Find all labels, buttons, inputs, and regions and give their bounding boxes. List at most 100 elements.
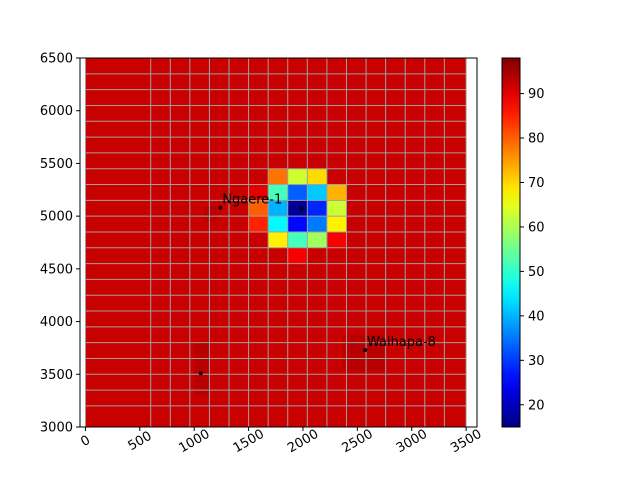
heatmap-cell bbox=[248, 390, 269, 407]
heatmap-cell bbox=[307, 137, 328, 154]
heatmap-cell bbox=[366, 184, 387, 201]
colorbar-tick-label: 20 bbox=[528, 398, 545, 413]
heatmap-cell bbox=[229, 405, 249, 427]
heatmap-cell bbox=[424, 73, 445, 91]
heatmap-cell bbox=[405, 326, 426, 344]
heatmap-cell bbox=[189, 184, 210, 201]
heatmap-cell bbox=[85, 168, 152, 185]
heatmap-cell bbox=[209, 184, 230, 201]
heatmap-cell bbox=[424, 358, 445, 375]
plot-area: Ngaere-1 Waihapa-8 bbox=[79, 57, 478, 428]
heatmap-cell bbox=[85, 121, 152, 138]
heatmap-cell bbox=[170, 105, 191, 122]
heatmap-cell bbox=[189, 405, 210, 427]
grid-lines bbox=[84, 58, 467, 427]
well-markers: Ngaere-1 Waihapa-8 bbox=[198, 193, 436, 376]
heatmap-cell bbox=[444, 121, 467, 138]
heatmap-cell bbox=[287, 311, 308, 328]
heatmap-cell bbox=[405, 390, 426, 407]
heatmap-cell bbox=[268, 247, 289, 264]
heatmap-cell bbox=[229, 152, 249, 170]
heatmap-cell bbox=[229, 137, 249, 154]
well-marker bbox=[198, 371, 203, 376]
heatmap-cell bbox=[170, 121, 191, 138]
heatmap-cell bbox=[405, 121, 426, 138]
heatmap-cell bbox=[366, 374, 387, 391]
heatmap-cell bbox=[424, 184, 445, 201]
heatmap-cell bbox=[268, 405, 289, 427]
heatmap-cell bbox=[444, 58, 467, 75]
heatmap-cell bbox=[444, 216, 467, 233]
heatmap-cell bbox=[307, 374, 328, 391]
heatmap-cell bbox=[424, 326, 445, 344]
heatmap-cell bbox=[405, 405, 426, 427]
colorbar-tick: 20 bbox=[520, 398, 545, 413]
heatmap-cell bbox=[229, 311, 249, 328]
heatmap-cell bbox=[326, 247, 347, 264]
heatmap-cell bbox=[346, 168, 367, 185]
heatmap-cell bbox=[268, 390, 289, 407]
well-marker bbox=[362, 348, 367, 353]
heatmap-cell bbox=[444, 137, 467, 154]
heatmap-cell bbox=[444, 231, 467, 249]
heatmap-cell bbox=[170, 374, 191, 391]
heatmap-cell bbox=[385, 137, 406, 154]
heatmap-cell bbox=[444, 405, 467, 427]
heatmap-cell bbox=[385, 184, 406, 201]
heatmap-cell bbox=[385, 295, 406, 312]
heatmap-cell bbox=[424, 137, 445, 154]
well-marker bbox=[299, 206, 304, 211]
heatmap-cell bbox=[346, 152, 367, 170]
heatmap-cell bbox=[326, 137, 347, 154]
heatmap-cell bbox=[424, 152, 445, 170]
heatmap-cell bbox=[85, 279, 152, 296]
heatmap-cell bbox=[287, 231, 308, 249]
heatmap-cell bbox=[424, 374, 445, 391]
heatmap-cell bbox=[85, 231, 152, 249]
heatmap-cell bbox=[229, 231, 249, 249]
heatmap-cell bbox=[85, 216, 152, 233]
heatmap-cell bbox=[326, 184, 347, 201]
x-tick: 3500 bbox=[448, 427, 484, 457]
heatmap-cell bbox=[209, 374, 230, 391]
heatmap-cell bbox=[307, 247, 328, 264]
x-tick: 500 bbox=[126, 427, 155, 454]
heatmap-cell bbox=[307, 168, 328, 185]
heatmap-cell bbox=[366, 121, 387, 138]
heatmap-cell bbox=[366, 89, 387, 106]
heatmap-cell bbox=[405, 231, 426, 249]
heatmap-cell bbox=[326, 105, 347, 122]
heatmap-cell bbox=[405, 137, 426, 154]
heatmap-cell bbox=[326, 342, 347, 359]
x-tick: 1500 bbox=[231, 427, 267, 457]
heatmap-cell bbox=[248, 89, 269, 106]
heatmap-cell bbox=[85, 247, 152, 264]
y-tick-label: 4000 bbox=[40, 315, 73, 330]
heatmap-cell bbox=[248, 137, 269, 154]
heatmap-cell bbox=[346, 279, 367, 296]
heatmap-cell bbox=[170, 342, 191, 359]
heatmap-cell bbox=[209, 358, 230, 375]
heatmap-cell bbox=[424, 168, 445, 185]
heatmap-cell bbox=[326, 311, 347, 328]
heatmap-cell bbox=[405, 105, 426, 122]
heatmap-cell bbox=[170, 152, 191, 170]
heatmap-cell bbox=[346, 247, 367, 264]
heatmap-cell bbox=[346, 405, 367, 427]
heatmap-cell bbox=[326, 121, 347, 138]
y-tick: 5000 bbox=[40, 210, 80, 225]
heatmap-cell bbox=[287, 105, 308, 122]
heatmap-cell bbox=[287, 184, 308, 201]
heatmap-cell bbox=[85, 263, 152, 280]
x-tick-label: 3000 bbox=[394, 427, 430, 457]
heatmap-cell bbox=[405, 184, 426, 201]
heatmap-cell bbox=[248, 105, 269, 122]
heatmap-cell bbox=[268, 295, 289, 312]
heatmap-cell bbox=[248, 279, 269, 296]
heatmap-cell bbox=[189, 73, 210, 91]
heatmap-cell bbox=[444, 374, 467, 391]
heatmap-cell bbox=[326, 58, 347, 75]
heatmap-cell bbox=[385, 263, 406, 280]
heatmap-cell bbox=[170, 390, 191, 407]
heatmap-cell bbox=[307, 105, 328, 122]
